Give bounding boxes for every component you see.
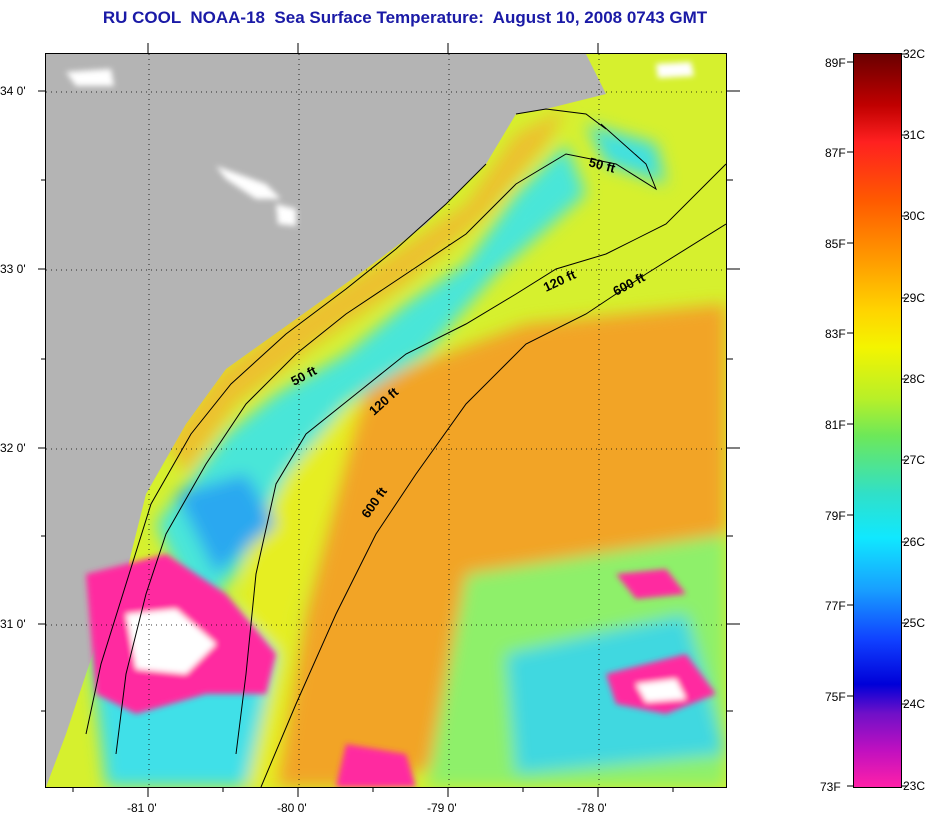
cloud-south xyxy=(336,744,416,787)
north-cyan xyxy=(586,124,666,184)
cloud-inland-2 xyxy=(276,204,296,226)
lon-label-79: -79 0' xyxy=(427,801,457,815)
colorbar-c-31: 31C xyxy=(903,128,926,142)
temperature-colorbar xyxy=(853,53,902,788)
colorbar-c-32: 32C xyxy=(903,47,926,61)
colorbar-c-29: 29C xyxy=(903,291,926,305)
lat-label-32: 32 0' xyxy=(0,441,26,455)
cool-pocket xyxy=(176,474,276,574)
colorbar-f-87: 87F xyxy=(825,146,846,160)
colorbar-c-27: 27C xyxy=(903,453,926,467)
lon-label-78: -78 0' xyxy=(577,801,607,815)
sst-map-canvas: 50 ft 50 ft 120 ft 120 ft 600 ft 600 ft xyxy=(46,54,726,787)
colorbar-c-23: 23C xyxy=(903,779,926,793)
contour-label-50ft-north: 50 ft xyxy=(587,154,617,176)
lat-label-31: 31 0' xyxy=(0,617,26,631)
contour-600ft xyxy=(260,223,726,787)
warm-band xyxy=(276,304,726,787)
map-title: RU COOL NOAA-18 Sea Surface Temperature:… xyxy=(102,8,708,27)
colorbar-f-73: 73F xyxy=(820,780,841,794)
land xyxy=(46,54,606,787)
colorbar-f-85: 85F xyxy=(825,237,846,251)
coastline-north xyxy=(515,108,607,130)
cloud-inland-3 xyxy=(66,69,114,86)
cloud-north xyxy=(656,62,694,78)
colorbar-c-26: 26C xyxy=(903,535,926,549)
colorbar-f-75: 75F xyxy=(825,690,846,704)
colorbar-c-24: 24C xyxy=(903,697,926,711)
colorbar-c-25: 25C xyxy=(903,616,926,630)
coastline xyxy=(85,163,487,735)
contour-50ft xyxy=(115,123,658,755)
colorbar-f-83: 83F xyxy=(825,327,846,341)
cloud-east-1 xyxy=(616,569,686,599)
contour-120ft xyxy=(235,163,726,755)
graticule xyxy=(46,54,726,787)
lon-label-81: -81 0' xyxy=(127,801,157,815)
lon-label-80: -80 0' xyxy=(277,801,307,815)
colorbar-c-28: 28C xyxy=(903,372,926,386)
colorbar-f-81: 81F xyxy=(825,418,846,432)
colorbar-c-30: 30C xyxy=(903,209,926,223)
colorbar-f-79: 79F xyxy=(825,509,846,523)
cloud-east-white xyxy=(636,679,686,702)
sst-map: 50 ft 50 ft 120 ft 120 ft 600 ft 600 ft xyxy=(45,53,727,788)
nearshore-cyan xyxy=(156,144,586,614)
lat-label-33: 33 0' xyxy=(0,262,26,276)
cloud-southwest-white xyxy=(126,609,216,674)
colorbar-f-77: 77F xyxy=(825,599,846,613)
lat-label-34: 34 0' xyxy=(0,84,26,98)
colorbar-f-89: 89F xyxy=(825,56,846,70)
cloud-inland-1 xyxy=(216,166,281,199)
coastal-warm xyxy=(166,109,566,474)
